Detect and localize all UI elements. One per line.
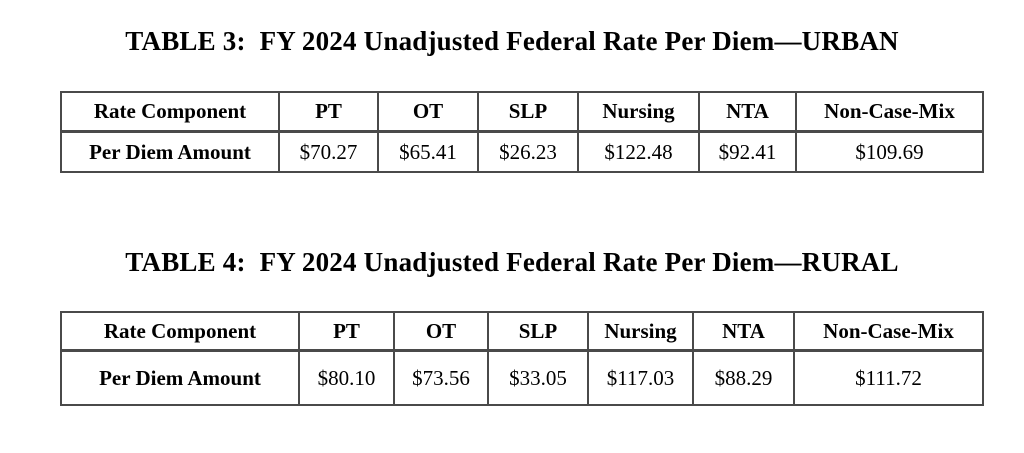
rural-row-label: Per Diem Amount bbox=[60, 349, 300, 406]
urban-header-row: Rate Component PT OT SLP Nursing NTA Non… bbox=[60, 91, 984, 133]
urban-row-label: Per Diem Amount bbox=[60, 130, 280, 173]
rural-header-slp: SLP bbox=[487, 311, 589, 352]
urban-rates-table: Rate Component PT OT SLP Nursing NTA Non… bbox=[60, 91, 984, 173]
urban-header-rate-component: Rate Component bbox=[60, 91, 280, 133]
rural-data-row: Per Diem Amount $80.10 $73.56 $33.05 $11… bbox=[60, 349, 984, 406]
urban-header-slp: SLP bbox=[477, 91, 579, 133]
rural-header-nta: NTA bbox=[692, 311, 795, 352]
urban-header-ot: OT bbox=[377, 91, 479, 133]
rural-header-rate-component: Rate Component bbox=[60, 311, 300, 352]
table4-title: TABLE 4: FY 2024 Unadjusted Federal Rate… bbox=[125, 247, 899, 277]
urban-header-non-case-mix: Non-Case-Mix bbox=[795, 91, 984, 133]
table3-title: TABLE 3: FY 2024 Unadjusted Federal Rate… bbox=[125, 26, 899, 56]
urban-header-nta: NTA bbox=[698, 91, 797, 133]
rural-header-row: Rate Component PT OT SLP Nursing NTA Non… bbox=[60, 311, 984, 352]
rural-value-nursing: $117.03 bbox=[587, 349, 694, 406]
urban-value-ot: $65.41 bbox=[377, 130, 479, 173]
urban-header-pt: PT bbox=[278, 91, 379, 133]
urban-value-nta: $92.41 bbox=[698, 130, 797, 173]
rural-value-non-case-mix: $111.72 bbox=[793, 349, 984, 406]
urban-value-slp: $26.23 bbox=[477, 130, 579, 173]
rural-header-pt: PT bbox=[298, 311, 395, 352]
rural-header-nursing: Nursing bbox=[587, 311, 694, 352]
rural-value-pt: $80.10 bbox=[298, 349, 395, 406]
urban-data-row: Per Diem Amount $70.27 $65.41 $26.23 $12… bbox=[60, 130, 984, 173]
urban-value-pt: $70.27 bbox=[278, 130, 379, 173]
urban-value-non-case-mix: $109.69 bbox=[795, 130, 984, 173]
rural-header-non-case-mix: Non-Case-Mix bbox=[793, 311, 984, 352]
rural-rates-table: Rate Component PT OT SLP Nursing NTA Non… bbox=[60, 311, 984, 406]
rural-value-ot: $73.56 bbox=[393, 349, 489, 406]
urban-value-nursing: $122.48 bbox=[577, 130, 700, 173]
rural-value-nta: $88.29 bbox=[692, 349, 795, 406]
rural-value-slp: $33.05 bbox=[487, 349, 589, 406]
urban-header-nursing: Nursing bbox=[577, 91, 700, 133]
rural-header-ot: OT bbox=[393, 311, 489, 352]
